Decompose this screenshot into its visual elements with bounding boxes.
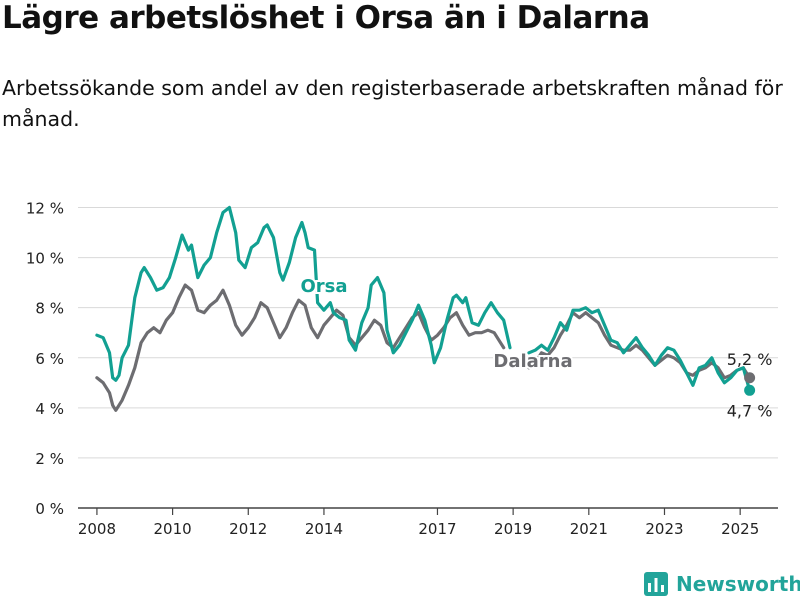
- x-tick-label: 2008: [78, 520, 116, 538]
- series-label-orsa: Orsa: [300, 276, 347, 297]
- series-line-orsa: [95, 205, 752, 392]
- y-tick-label: 4 %: [35, 400, 64, 418]
- brand-name: Newsworthy: [676, 572, 800, 596]
- x-tick-label: 2014: [305, 520, 343, 538]
- brand-logo: Newsworthy: [644, 569, 800, 599]
- chart-title: Lägre arbetslöshet i Orsa än i Dalarna: [2, 0, 650, 36]
- y-tick-label: 6 %: [35, 350, 64, 368]
- y-tick-label: 10 %: [26, 250, 64, 268]
- x-tick-label: 2017: [418, 520, 456, 538]
- x-tick-label: 2012: [229, 520, 267, 538]
- end-value-label: 4,7 %: [727, 401, 773, 420]
- x-tick-label: 2023: [645, 520, 683, 538]
- end-value-label: 5,2 %: [727, 350, 773, 369]
- series-label-dalarna: Dalarna: [493, 351, 572, 372]
- y-tick-label: 0 %: [35, 500, 64, 518]
- y-tick-label: 12 %: [26, 200, 64, 218]
- series-line-dalarna: [95, 283, 752, 412]
- x-tick-label: 2010: [154, 520, 192, 538]
- end-point-orsa: [744, 384, 756, 396]
- x-tick-label: 2021: [570, 520, 608, 538]
- x-tick-label: 2019: [494, 520, 532, 538]
- y-tick-label: 2 %: [35, 450, 64, 468]
- end-point-dalarna: [744, 372, 756, 384]
- y-tick-label: 8 %: [35, 300, 64, 318]
- chart-subtitle: Arbetssökande som andel av den registerb…: [2, 76, 783, 131]
- newsworthy-icon: [644, 572, 668, 596]
- x-tick-label: 2025: [721, 520, 759, 538]
